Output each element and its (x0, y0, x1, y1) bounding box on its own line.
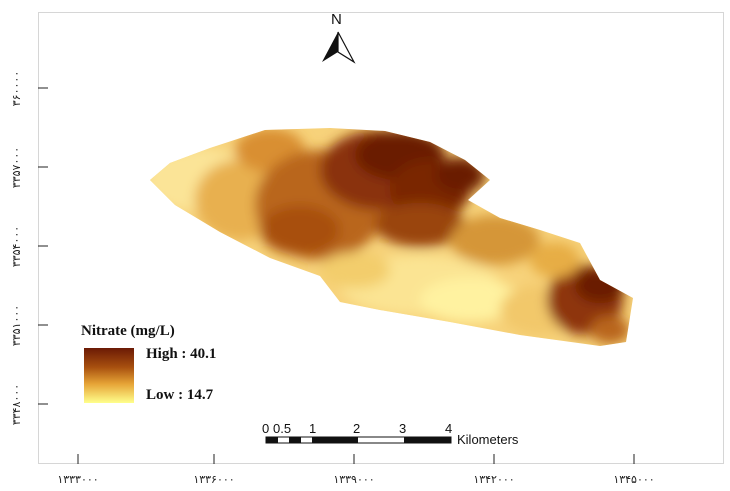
scale-bar-label: 4 (445, 421, 453, 436)
north-arrow-icon (322, 31, 356, 64)
map-frame (38, 12, 724, 464)
scale-bar-label: 1 (309, 421, 317, 436)
scale-bar-label: 0 (262, 421, 270, 436)
nitrate-raster (150, 128, 633, 346)
x-tick-label: ۱۳۳۹۰۰۰ (333, 473, 375, 486)
scale-bar-label: 2 (353, 421, 361, 436)
x-tick-label: ۱۳۴۲۰۰۰ (473, 473, 515, 486)
y-tick-label: ۳۳۴۸۰۰۰ (10, 383, 24, 425)
y-tick-label: ۳۳۵۴۰۰۰ (10, 225, 24, 267)
scale-bar-units: Kilometers (457, 432, 519, 447)
north-label: N (331, 11, 342, 28)
legend-low-label: Low : 14.7 (146, 387, 214, 403)
y-tick-label: ۳۶۰۰۰۰ (10, 70, 24, 106)
axis-ticks (38, 87, 635, 464)
legend-color-ramp (84, 348, 134, 403)
x-tick-label: ۱۳۳۶۰۰۰ (193, 473, 235, 486)
scale-bar-label: 3 (399, 421, 407, 436)
legend-high-label: High : 40.1 (146, 346, 217, 362)
y-tick-label: ۳۳۵۱۰۰۰ (10, 304, 24, 346)
scale-bar (265, 436, 452, 444)
y-tick-label: ۳۳۵۷۰۰۰ (10, 146, 24, 188)
legend-title: Nitrate (mg/L) (81, 323, 175, 339)
scale-bar-label: 0.5 (273, 421, 292, 436)
x-tick-label: ۱۳۴۵۰۰۰ (613, 473, 655, 486)
x-tick-label: ۱۳۳۳۰۰۰ (57, 473, 99, 486)
